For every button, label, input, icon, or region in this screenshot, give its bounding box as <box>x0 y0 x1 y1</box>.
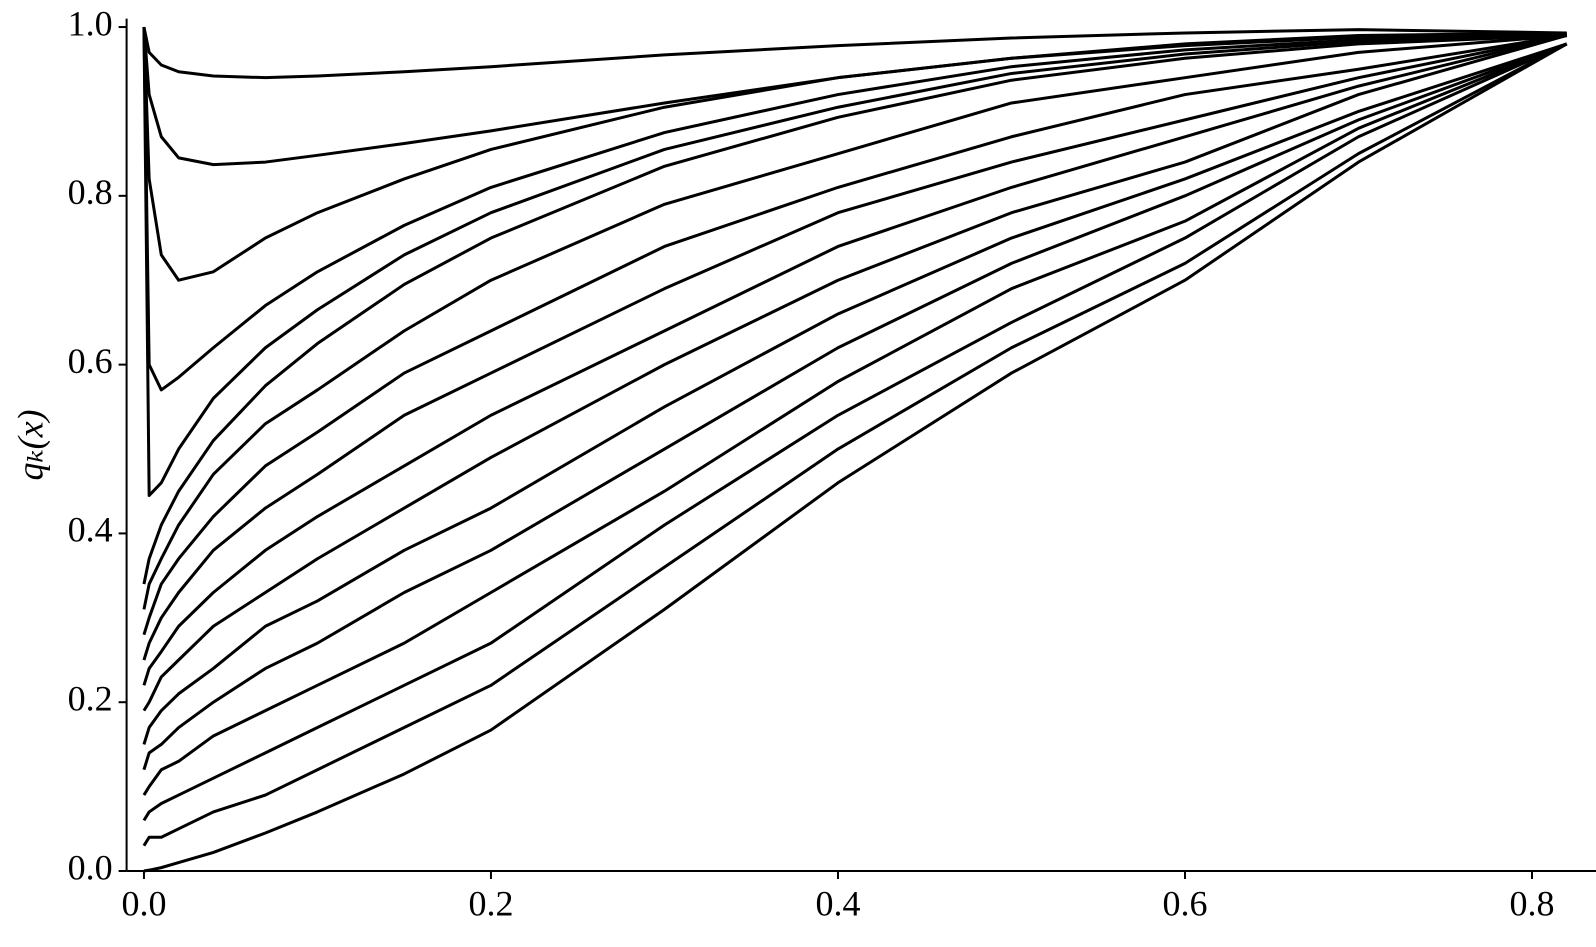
y-tick-label: 0.6 <box>68 341 113 381</box>
line-series <box>142 42 1568 796</box>
y-tick-label: 0.4 <box>68 510 113 550</box>
x-tick-label: 0.0 <box>121 883 166 923</box>
line-series <box>142 33 1567 636</box>
line-series <box>142 33 1567 585</box>
x-tick-label: 0.4 <box>815 883 860 923</box>
y-axis-label: qₖ(x) <box>10 409 50 480</box>
line-series <box>142 26 1567 282</box>
line-series <box>142 42 1568 822</box>
x-tick-label: 0.2 <box>468 883 513 923</box>
y-tick-label: 1.0 <box>68 3 113 43</box>
line-series <box>142 33 1567 610</box>
line-series <box>142 34 1568 712</box>
line-series <box>142 26 1567 80</box>
line-series <box>142 34 1567 661</box>
line-series <box>143 42 1568 873</box>
y-tick-label: 0.2 <box>68 678 113 718</box>
x-tick-label: 0.8 <box>1509 883 1554 923</box>
line-series <box>142 42 1568 745</box>
line-series <box>142 34 1568 686</box>
x-tick-label: 0.6 <box>1162 883 1207 923</box>
line-series <box>142 27 1567 497</box>
line-series <box>142 27 1567 392</box>
line-series <box>142 42 1568 847</box>
y-tick-label: 0.0 <box>68 847 113 887</box>
line-series <box>142 42 1568 771</box>
y-tick-label: 0.8 <box>68 172 113 212</box>
